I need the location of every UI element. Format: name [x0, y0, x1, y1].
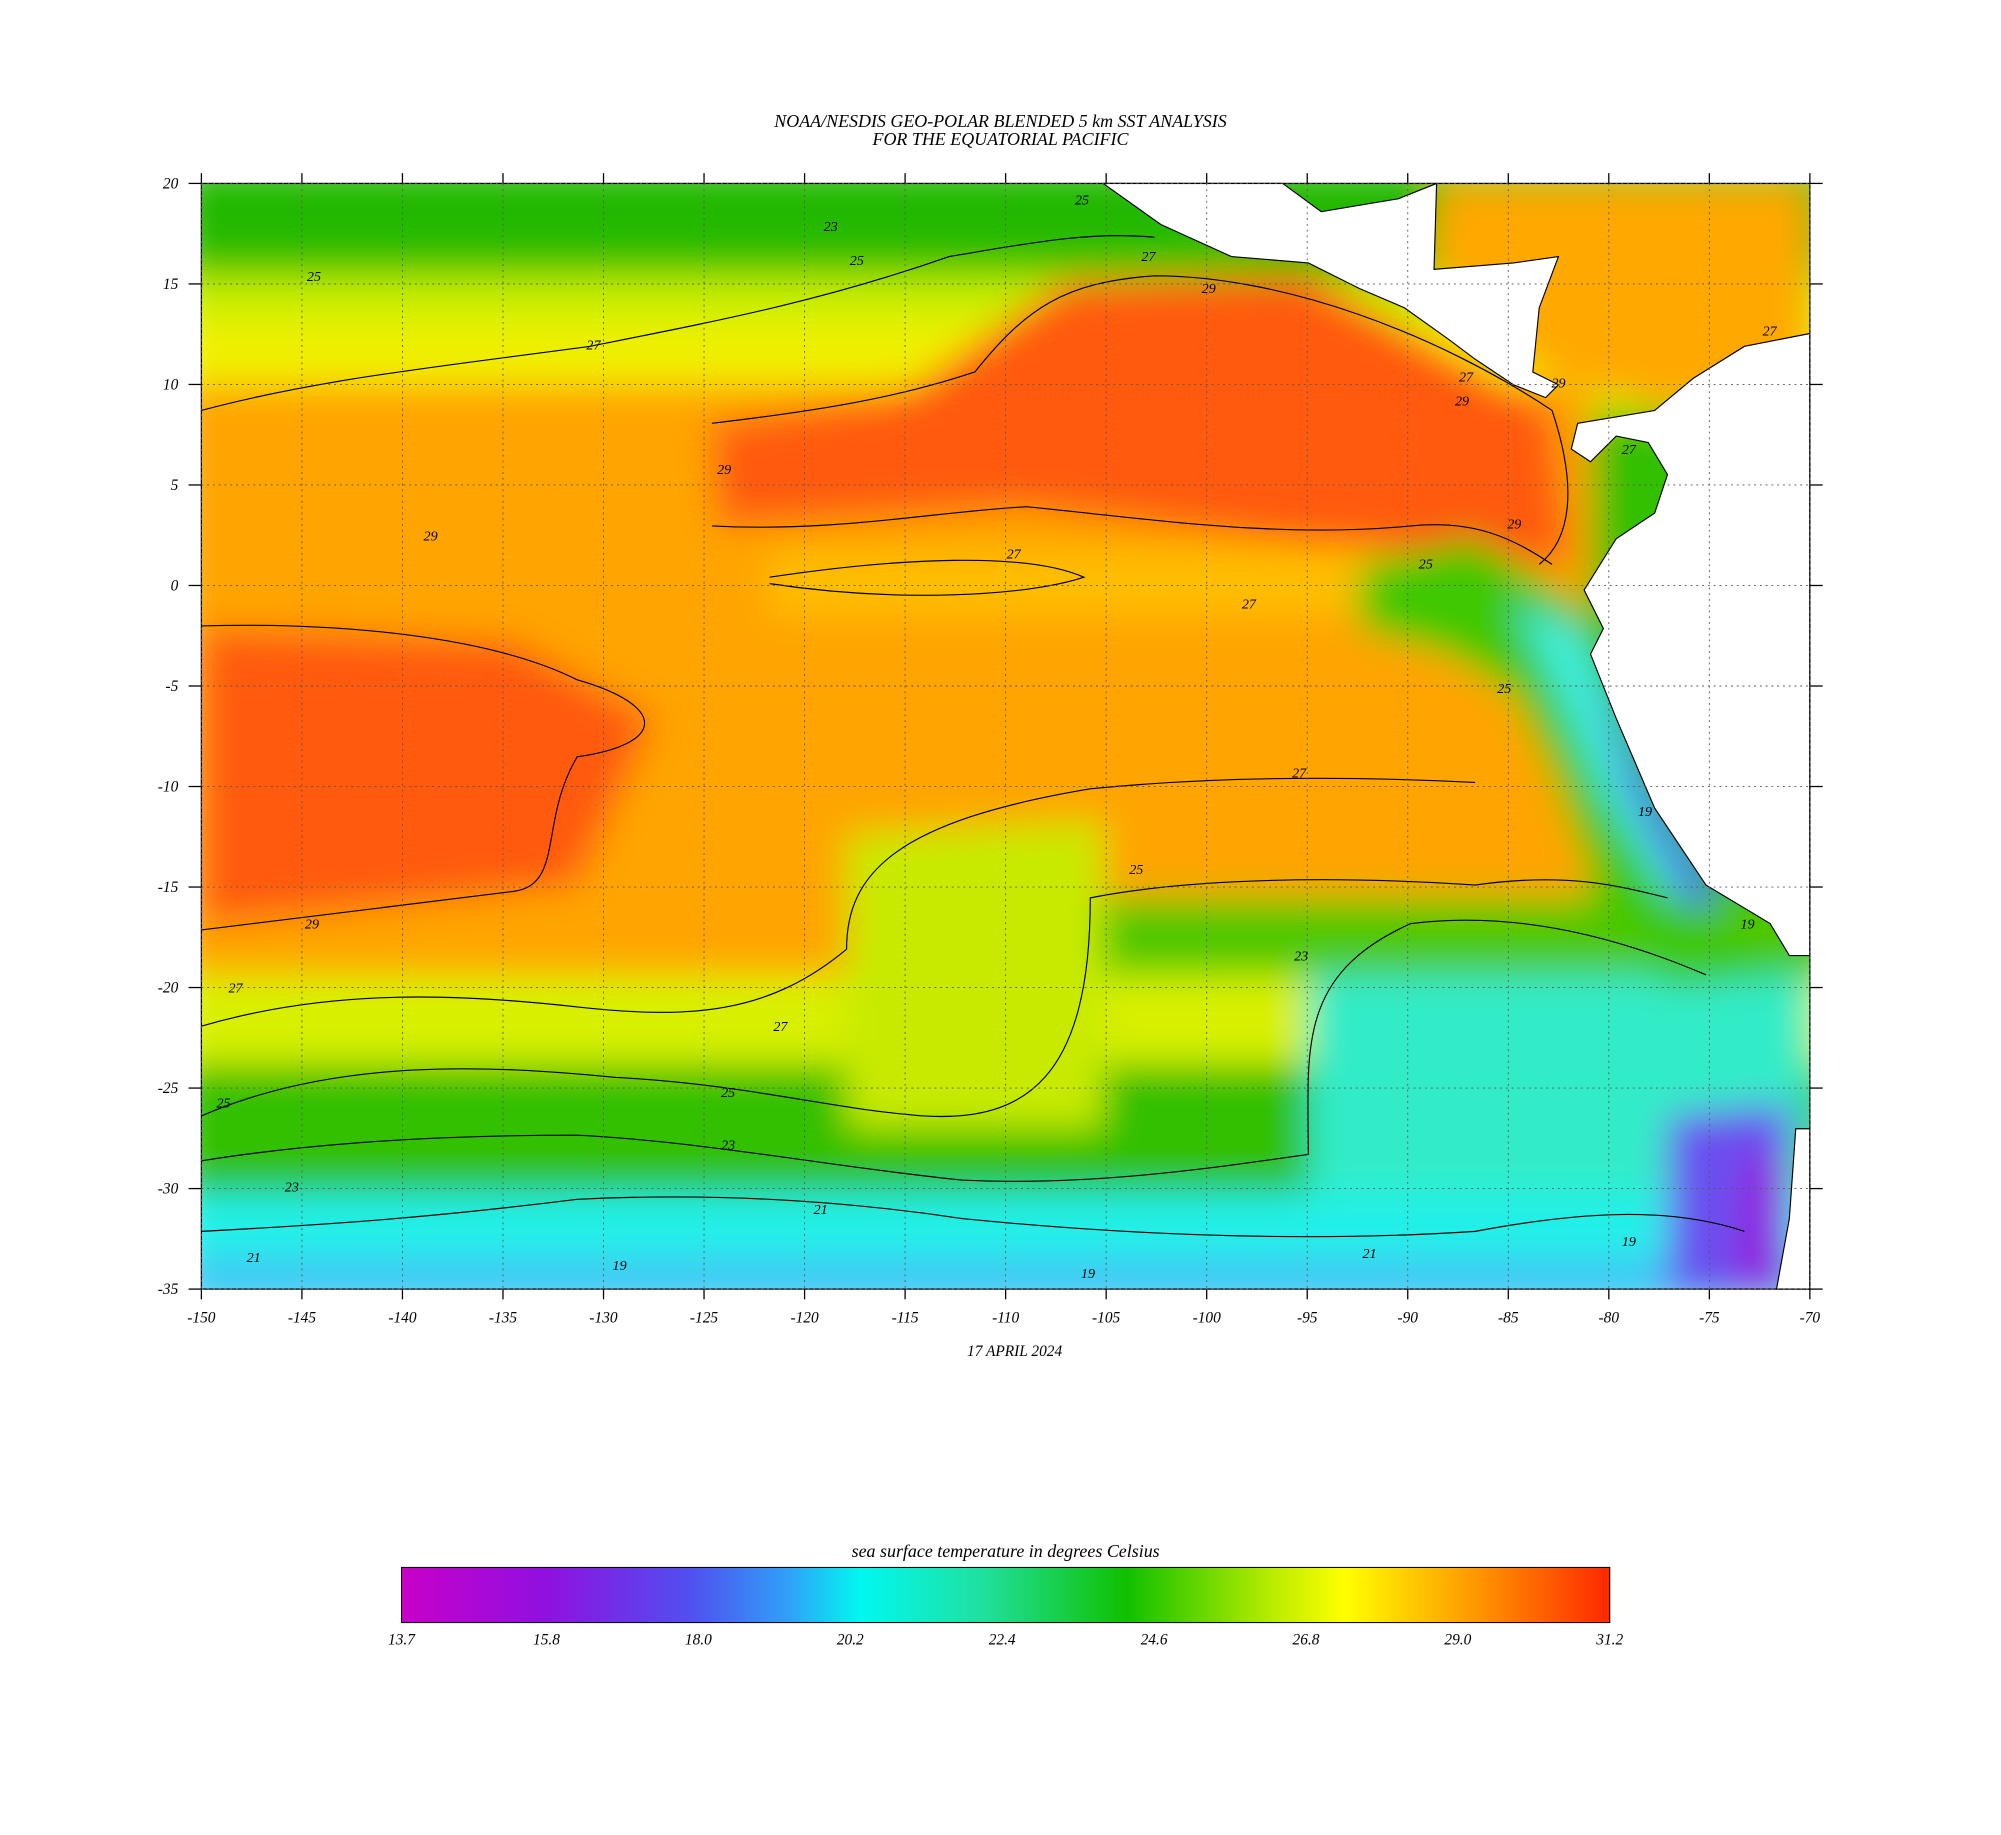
y-tick-label: -15: [158, 879, 179, 896]
x-tick-label: -115: [892, 1309, 919, 1326]
x-tick-label: -110: [992, 1309, 1019, 1326]
y-tick-label: 15: [163, 276, 179, 293]
date-label: 17 APRIL 2024: [967, 1343, 1062, 1360]
contour-label: 25: [1419, 557, 1433, 573]
contour-label: 25: [1497, 681, 1511, 697]
y-tick-label: 0: [171, 578, 179, 595]
x-tick-label: -120: [790, 1309, 818, 1326]
sst-field: [201, 183, 1810, 1290]
contour-label: 29: [1551, 376, 1565, 392]
x-tick-label: -80: [1599, 1309, 1620, 1326]
x-tick-label: -70: [1800, 1309, 1821, 1326]
contour-label: 29: [424, 528, 438, 544]
contour-label: 25: [1129, 862, 1143, 878]
contour-label: 19: [1081, 1266, 1095, 1282]
colorbar-tick-label: 13.7: [388, 1631, 416, 1648]
contour-label: 29: [1507, 516, 1521, 532]
contour-label: 27: [1242, 597, 1257, 613]
colorbar-tick-label: 22.4: [989, 1631, 1016, 1648]
contour-label: 19: [1740, 916, 1754, 932]
x-tick-label: -150: [187, 1309, 215, 1326]
contour-label: 25: [307, 269, 321, 285]
contour-label: 29: [717, 462, 731, 478]
contour-label: 27: [1141, 249, 1156, 265]
contour-label: 27: [586, 337, 601, 353]
contour-label: 23: [1294, 949, 1308, 965]
title-line: FOR THE EQUATORIAL PACIFIC: [872, 129, 1130, 149]
contour-label: 25: [216, 1095, 230, 1111]
y-tick-label: -10: [158, 779, 179, 796]
contour-label: 27: [1763, 323, 1778, 339]
contour-label: 29: [1455, 394, 1469, 410]
contour-label: 23: [824, 219, 838, 235]
y-tick-label: 10: [163, 377, 179, 394]
contour-label: 27: [773, 1019, 788, 1035]
contour-label: 23: [721, 1137, 735, 1153]
y-tick-label: -20: [158, 980, 179, 997]
contours: [201, 235, 1745, 1238]
contour-label: 21: [247, 1250, 261, 1266]
y-tick-label: -25: [158, 1080, 179, 1097]
contour-label: 29: [1202, 281, 1216, 297]
title-line: NOAA/NESDIS GEO-POLAR BLENDED 5 km SST A…: [773, 111, 1226, 131]
colorbar-tick-label: 26.8: [1293, 1631, 1320, 1648]
colorbar-tick-label: 20.2: [837, 1631, 864, 1648]
contour-label: 21: [1363, 1246, 1377, 1262]
colorbar-tick-label: 31.2: [1595, 1631, 1623, 1648]
contour-label: 19: [613, 1258, 627, 1274]
x-tick-label: -75: [1699, 1309, 1720, 1326]
x-tick-label: -100: [1193, 1309, 1221, 1326]
contour-label: 25: [1075, 193, 1089, 209]
contour-label: 29: [305, 916, 319, 932]
land-south-america: [1570, 332, 1811, 957]
contour-label: 19: [1638, 804, 1652, 820]
colorbar-tick-label: 29.0: [1444, 1631, 1471, 1648]
contour-label: 27: [1292, 766, 1307, 782]
x-tick-label: -130: [589, 1309, 617, 1326]
x-tick-label: -140: [388, 1309, 416, 1326]
x-tick-label: -95: [1297, 1309, 1318, 1326]
x-tick-label: -105: [1092, 1309, 1120, 1326]
colorbar-title: sea surface temperature in degrees Celsi…: [852, 1541, 1160, 1561]
y-tick-label: -5: [165, 678, 178, 695]
contour-label: 19: [1622, 1234, 1636, 1250]
colorbar-tick-label: 15.8: [533, 1631, 560, 1648]
contour-label: 27: [1459, 370, 1474, 386]
y-tick-label: 5: [171, 477, 179, 494]
x-tick-label: -135: [489, 1309, 517, 1326]
y-tick-label: -35: [158, 1281, 179, 1298]
contour-label: 27: [1007, 546, 1022, 562]
colorbar-tick-label: 24.6: [1141, 1631, 1168, 1648]
x-tick-label: -145: [288, 1309, 316, 1326]
x-tick-label: -85: [1498, 1309, 1519, 1326]
y-tick-label: 20: [163, 176, 179, 193]
contour-label: 21: [814, 1202, 828, 1218]
contour-label: 27: [1622, 442, 1637, 458]
y-tick-label: -30: [158, 1181, 179, 1198]
colorbar: [400, 1566, 1611, 1624]
contour-label: 25: [721, 1085, 735, 1101]
contour-label: 23: [285, 1180, 299, 1196]
colorbar-tick-label: 18.0: [685, 1631, 712, 1648]
x-tick-label: -125: [690, 1309, 718, 1326]
contour-label: 27: [229, 981, 244, 997]
x-tick-label: -90: [1398, 1309, 1419, 1326]
contour-label: 25: [850, 253, 864, 269]
